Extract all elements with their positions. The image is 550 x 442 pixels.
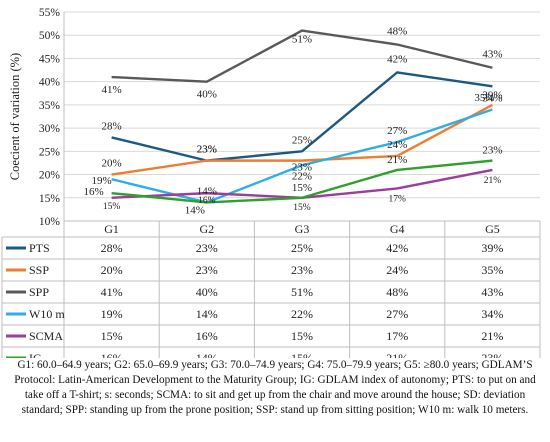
data-label: 40% [197,89,217,101]
legend-label: SPP [29,285,49,299]
data-label: 42% [387,53,407,65]
data-label: 21% [484,176,502,186]
data-label: 15% [292,182,312,194]
y-tick-label: 50% [39,30,61,42]
series-line [111,159,493,204]
data-label: 41% [102,84,122,96]
data-label: 15% [293,203,311,213]
data-label: 14% [185,204,205,216]
y-tick-label: 45% [39,53,61,65]
y-tick-label: 30% [39,123,61,135]
y-tick-label: 20% [39,170,61,182]
legend-label: IG [29,351,42,358]
table-cell: 23% [291,263,313,277]
x-tick-label: G3 [295,222,310,236]
data-label: 43% [482,49,502,61]
table-cell: 27% [386,307,408,321]
series-line [111,103,493,176]
table-cell: 23% [481,351,503,358]
table-cell: 23% [196,263,218,277]
data-label: 14% [197,185,217,197]
table-cell: 39% [481,241,503,255]
legend-label: W10 m [29,307,65,321]
line-chart: 10% 15% 20% 25% 30% 35% 40% 45% 50% 55% Coecient o… [1,7,541,358]
y-axis-title: Coecient of variation (%) [8,53,22,180]
data-label: 23% [197,144,217,156]
data-label: 24% [387,139,407,151]
table-cell: 17% [386,329,408,343]
legend-label: SCMA [29,329,63,343]
data-label: 23% [197,144,217,156]
legend-label: PTS [29,241,50,255]
table-cell: 28% [101,241,123,255]
data-label: 51% [292,34,312,46]
data-label: 19% [92,175,112,187]
data-label: 27% [387,125,407,137]
data-label: 23% [482,145,502,157]
table-cell: 19% [101,307,123,321]
table-cell: 21% [386,351,408,358]
table-cell: 14% [196,307,218,321]
table-cell: 15% [101,329,123,343]
data-label: 25% [292,134,312,146]
y-tick-label: 25% [39,146,61,158]
data-label: 35% [474,92,494,104]
table-cell: 20% [101,263,123,277]
table-cell: 41% [101,285,123,299]
table-cell: 23% [196,241,218,255]
data-label: 23% [292,162,312,174]
y-tick-label: 55% [39,7,61,19]
table-cell: 16% [196,329,218,343]
x-tick-label: G4 [390,222,405,236]
table-cell: 25% [291,241,313,255]
data-label: 48% [387,26,407,38]
series-line [111,71,493,162]
table-cell: 34% [481,307,503,321]
y-tick-label: 10% [39,216,61,228]
footnote: G1: 60.0–64.9 years; G2: 65.0–69.9 years… [14,359,536,416]
table-cell: 42% [386,241,408,255]
y-tick-label: 15% [39,193,61,205]
table-cell: 48% [386,285,408,299]
table-cell: 51% [291,285,313,299]
data-label: 21% [387,154,407,166]
table-cell: 16% [101,351,123,358]
y-tick-label: 35% [39,100,61,112]
table-cell: 15% [291,351,313,358]
table-cell: 24% [386,263,408,277]
series-line [111,29,493,83]
table-cell: 35% [481,263,503,277]
table-cell: 15% [291,329,313,343]
x-tick-label: G5 [485,222,500,236]
table-cell: 40% [196,285,218,299]
data-label: 34% [482,93,502,105]
data-label: 16% [198,196,216,206]
data-label: 15% [103,202,121,212]
table-cell: 43% [481,285,503,299]
data-label: 22% [292,170,312,182]
x-tick-label: G1 [104,222,119,236]
data-label: 20% [102,158,122,170]
data-label: 28% [102,120,122,132]
x-tick-label: G2 [199,222,214,236]
data-label: 39% [482,89,502,101]
y-tick-label: 40% [39,77,61,89]
legend-label: SSP [29,263,49,277]
data-label: 16% [84,186,104,198]
data-label: 17% [388,194,406,204]
table-cell: 21% [481,329,503,343]
table-cell: 14% [196,351,218,358]
table-cell: 22% [291,307,313,321]
